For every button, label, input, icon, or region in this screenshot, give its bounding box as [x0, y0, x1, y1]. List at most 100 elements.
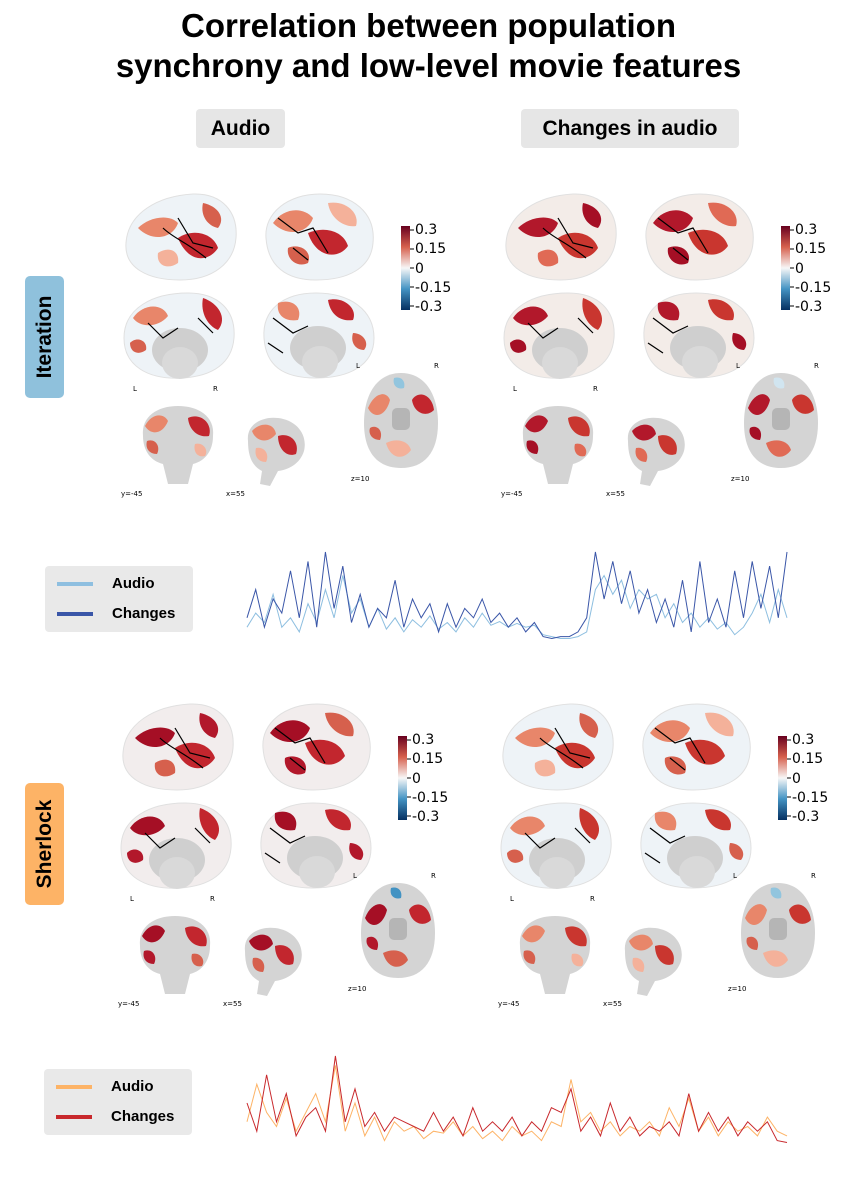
brain-medial-left — [500, 802, 612, 889]
slice-label-axial: z=10 — [348, 985, 366, 993]
colorbar-tick-3: -0.15 — [795, 280, 831, 296]
timecourse-chart-iteration — [246, 551, 788, 640]
brain-map-svg: 0.3 0.15 0 -0.15 -0.3 L R y=-45 x=55 L R — [121, 193, 451, 498]
slice-label-l: L — [513, 385, 517, 393]
slice-axial: L R z=10 — [728, 872, 816, 993]
slice-label-r: R — [210, 895, 215, 903]
slice-label-coronal: y=-45 — [498, 1000, 519, 1008]
slice-label-coronal: y=-45 — [501, 490, 522, 498]
panel-iteration-audio: 0.3 0.15 0 -0.15 -0.3 L R y=-45 x=55 L R — [118, 188, 498, 527]
slice-label-r-axial: R — [431, 872, 436, 880]
brain-lateral-right — [265, 193, 374, 281]
row-label-iteration-text: Iteration — [32, 295, 56, 379]
colorbar-tick-2: 0 — [415, 261, 424, 277]
slice-coronal: L R y=-45 — [121, 385, 218, 498]
slice-label-l-axial: L — [353, 872, 357, 880]
colorbar-tick-4: -0.3 — [412, 809, 439, 825]
legend-line-audio — [56, 1085, 92, 1089]
brain-lateral-right — [262, 703, 371, 791]
legend-line-changes — [56, 1115, 92, 1119]
row-label-sherlock-text: Sherlock — [32, 799, 56, 889]
slice-label-sagittal: x=55 — [223, 1000, 242, 1008]
brain-medial-left — [120, 802, 232, 889]
brain-medial-right — [643, 292, 755, 379]
colorbar: 0.3 0.15 0 -0.15 -0.3 — [398, 732, 448, 825]
slice-label-l-axial: L — [733, 872, 737, 880]
column-header-changes-in-audio: Changes in audio — [521, 109, 739, 148]
slice-sagittal: x=55 — [226, 417, 305, 498]
colorbar-tick-3: -0.15 — [792, 790, 828, 806]
brain-medial-right — [640, 802, 752, 889]
colorbar-tick-0: 0.3 — [412, 732, 434, 748]
slice-sagittal: x=55 — [223, 927, 302, 1008]
slice-label-r: R — [593, 385, 598, 393]
panel-iteration-changes: 0.3 0.15 0 -0.15 -0.3 L R y=-45 x=55 L R — [498, 188, 857, 527]
title-line-2: synchrony and low-level movie features — [115, 47, 742, 84]
brain-lateral-right — [642, 703, 751, 791]
colorbar-tick-1: 0.15 — [792, 751, 823, 767]
slice-label-coronal: y=-45 — [118, 1000, 139, 1008]
panel-sherlock-audio: 0.3 0.15 0 -0.15 -0.3 L R y=-45 x=55 L R — [115, 698, 495, 1037]
colorbar: 0.3 0.15 0 -0.15 -0.3 — [781, 222, 831, 315]
slice-label-axial: z=10 — [731, 475, 749, 483]
slice-label-r-axial: R — [811, 872, 816, 880]
colorbar-tick-0: 0.3 — [415, 222, 437, 238]
slice-label-axial: z=10 — [351, 475, 369, 483]
colorbar-tick-4: -0.3 — [792, 809, 819, 825]
slice-label-r-axial: R — [814, 362, 819, 370]
row-label-sherlock: Sherlock — [25, 783, 64, 905]
slice-coronal: L R y=-45 — [501, 385, 598, 498]
slice-coronal: L R y=-45 — [498, 895, 595, 1008]
slice-label-l: L — [130, 895, 134, 903]
slice-sagittal: x=55 — [606, 417, 685, 498]
legend-label-changes: Changes — [112, 605, 176, 622]
slice-axial: L R z=10 — [731, 362, 819, 483]
slice-label-axial: z=10 — [728, 985, 746, 993]
brain-medial-right — [260, 802, 372, 889]
brain-lateral-left — [505, 193, 617, 281]
slice-label-coronal: y=-45 — [121, 490, 142, 498]
colorbar-tick-1: 0.15 — [412, 751, 443, 767]
colorbar-tick-0: 0.3 — [795, 222, 817, 238]
colorbar-tick-2: 0 — [792, 771, 801, 787]
slice-label-r-axial: R — [434, 362, 439, 370]
slice-label-l: L — [510, 895, 514, 903]
slice-label-sagittal: x=55 — [603, 1000, 622, 1008]
colorbar: 0.3 0.15 0 -0.15 -0.3 — [401, 222, 451, 315]
legend-label-audio: Audio — [112, 575, 155, 592]
brain-lateral-left — [125, 193, 237, 281]
column-header-audio: Audio — [196, 109, 285, 148]
timecourse-chart-sherlock — [246, 1055, 788, 1143]
series-line-audio — [246, 574, 788, 639]
series-line-audio — [246, 1065, 788, 1142]
brain-medial-left — [123, 292, 235, 379]
slice-label-r: R — [213, 385, 218, 393]
brain-medial-left — [503, 292, 615, 379]
slice-coronal: L R y=-45 — [118, 895, 215, 1008]
legend-line-changes — [57, 612, 93, 616]
legend-label-audio: Audio — [111, 1078, 154, 1095]
brain-map-svg: 0.3 0.15 0 -0.15 -0.3 L R y=-45 x=55 L R — [501, 193, 831, 498]
panel-sherlock-changes: 0.3 0.15 0 -0.15 -0.3 L R y=-45 x=55 L R — [495, 698, 857, 1037]
slice-label-l-axial: L — [736, 362, 740, 370]
slice-label-r: R — [590, 895, 595, 903]
colorbar-tick-1: 0.15 — [795, 241, 826, 257]
colorbar-tick-3: -0.15 — [412, 790, 448, 806]
colorbar: 0.3 0.15 0 -0.15 -0.3 — [778, 732, 828, 825]
colorbar-tick-0: 0.3 — [792, 732, 814, 748]
slice-axial: L R z=10 — [351, 362, 439, 483]
brain-map-svg: 0.3 0.15 0 -0.15 -0.3 L R y=-45 x=55 L R — [118, 703, 448, 1008]
colorbar-tick-1: 0.15 — [415, 241, 446, 257]
legend-line-audio — [57, 582, 93, 586]
slice-sagittal: x=55 — [603, 927, 682, 1008]
slice-label-sagittal: x=55 — [606, 490, 625, 498]
series-line-changes — [246, 1055, 788, 1143]
slice-label-sagittal: x=55 — [226, 490, 245, 498]
colorbar-tick-4: -0.3 — [795, 299, 822, 315]
title-line-1: Correlation between population — [180, 7, 677, 44]
brain-lateral-right — [645, 193, 754, 281]
colorbar-tick-2: 0 — [795, 261, 804, 277]
legend-iteration: Audio Changes — [45, 566, 193, 632]
series-line-changes — [246, 551, 788, 640]
colorbar-tick-4: -0.3 — [415, 299, 442, 315]
